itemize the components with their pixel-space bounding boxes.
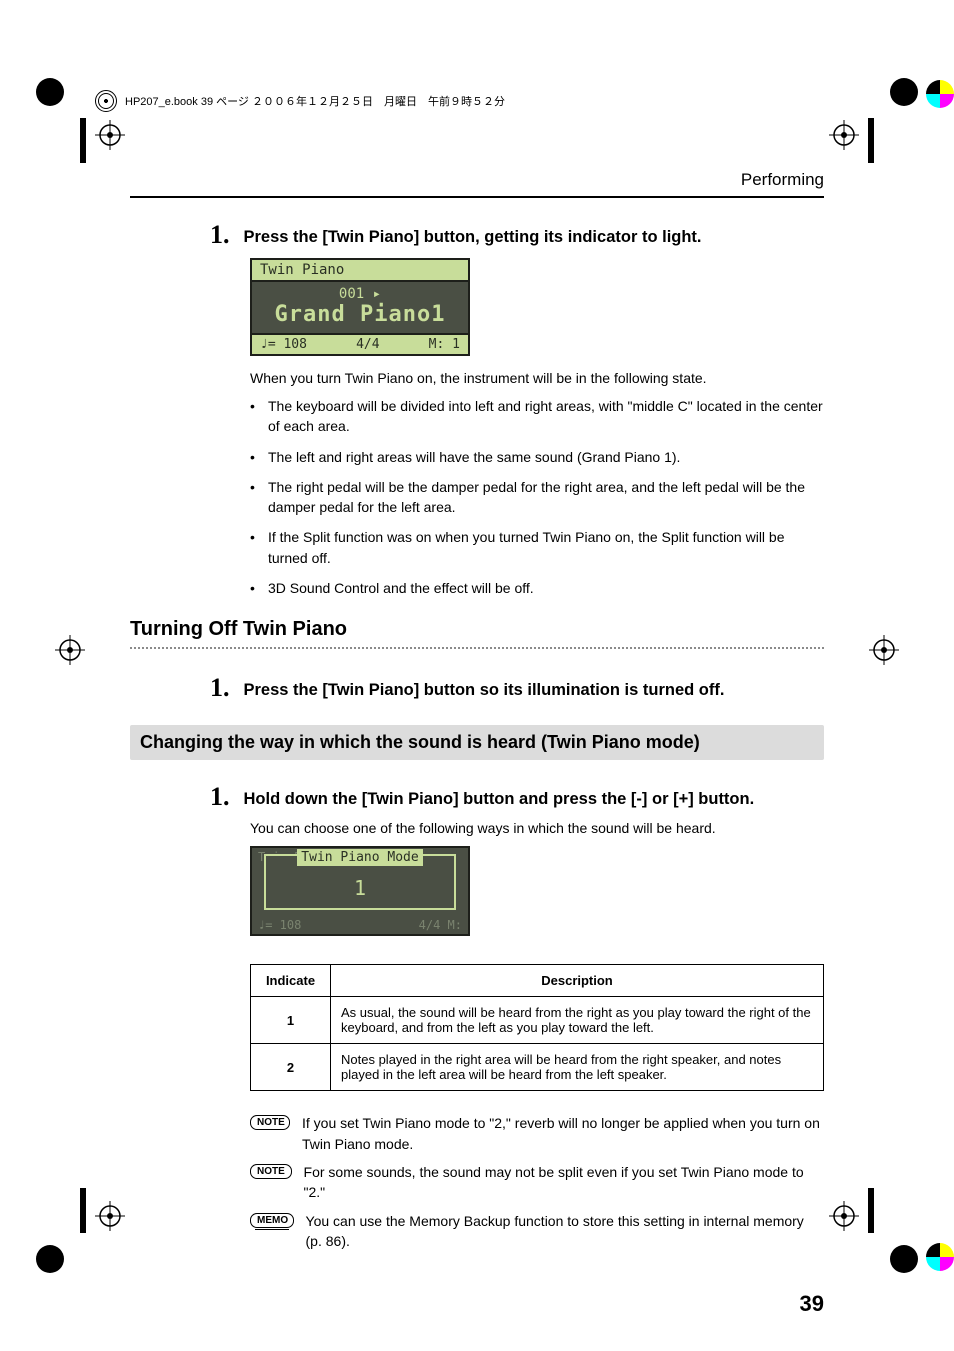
list-item: The right pedal will be the damper pedal… bbox=[250, 477, 824, 518]
table-cell-indicate: 1 bbox=[251, 997, 331, 1044]
trim-bar bbox=[868, 1188, 874, 1233]
lcd-popup-title: Twin Piano Mode bbox=[297, 849, 422, 866]
framemaker-header: HP207_e.book 39 ページ ２００６年１２月２５日 月曜日 午前９時… bbox=[95, 90, 505, 112]
intro-paragraph: When you turn Twin Piano on, the instrum… bbox=[250, 370, 824, 386]
lcd-preset-name: Grand Piano1 bbox=[252, 302, 468, 333]
table-row: 2 Notes played in the right area will be… bbox=[251, 1044, 824, 1091]
lcd-timesig: 4/4 bbox=[356, 337, 379, 352]
rule-top bbox=[130, 196, 824, 198]
registration-mark bbox=[95, 120, 125, 150]
lcd-status-bar: ♩= 108 4/4 M: 1 bbox=[252, 333, 468, 354]
registration-mark bbox=[869, 635, 899, 665]
lcd-preset-no: 001 ▸ bbox=[252, 282, 468, 302]
list-item: If the Split function was on when you tu… bbox=[250, 527, 824, 568]
table-header-description: Description bbox=[331, 965, 824, 997]
table-header-indicate: Indicate bbox=[251, 965, 331, 997]
table-cell-indicate: 2 bbox=[251, 1044, 331, 1091]
crop-mark-tl bbox=[36, 78, 64, 106]
color-mark-tr bbox=[926, 80, 954, 108]
running-head: Performing bbox=[130, 170, 824, 190]
memo-badge: MEMO bbox=[250, 1213, 294, 1228]
crop-mark-br bbox=[890, 1245, 918, 1273]
lcd-measure: M: 1 bbox=[429, 337, 460, 352]
trim-bar bbox=[868, 118, 874, 163]
lcd-title: Twin Piano bbox=[252, 260, 468, 282]
step-title: Press the [Twin Piano] button, getting i… bbox=[244, 222, 702, 248]
crop-mark-bl bbox=[36, 1245, 64, 1273]
step-number: 1 bbox=[210, 784, 230, 810]
registration-mark bbox=[55, 635, 85, 665]
dotted-rule bbox=[130, 647, 824, 649]
table-cell-desc: Notes played in the right area will be h… bbox=[331, 1044, 824, 1091]
step-mode-1: 1 Hold down the [Twin Piano] button and … bbox=[210, 784, 824, 810]
memo-row: MEMO You can use the Memory Backup funct… bbox=[250, 1211, 824, 1252]
step-title: Press the [Twin Piano] button so its ill… bbox=[244, 675, 725, 701]
trim-bar bbox=[80, 118, 86, 163]
mode-table: Indicate Description 1 As usual, the sou… bbox=[250, 964, 824, 1091]
heading-turn-off: Turning Off Twin Piano bbox=[130, 618, 824, 641]
trim-bar bbox=[80, 1188, 86, 1233]
step-number: 1 bbox=[210, 222, 230, 248]
state-bullet-list: The keyboard will be divided into left a… bbox=[250, 396, 824, 598]
step-off-1: 1 Press the [Twin Piano] button so its i… bbox=[210, 675, 824, 701]
list-item: The keyboard will be divided into left a… bbox=[250, 396, 824, 437]
lcd-background-status: ♩= 1084/4 M: bbox=[252, 916, 468, 934]
registration-mark bbox=[829, 1201, 859, 1231]
lcd-popup: Twin Piano Mode 1 bbox=[264, 854, 456, 910]
registration-mark bbox=[829, 120, 859, 150]
memo-text: You can use the Memory Backup function t… bbox=[306, 1211, 824, 1252]
crop-mark-tr-solid bbox=[890, 78, 918, 106]
list-item: 3D Sound Control and the effect will be … bbox=[250, 578, 824, 598]
note-text: If you set Twin Piano mode to "2," rever… bbox=[302, 1113, 824, 1154]
note-row: NOTE For some sounds, the sound may not … bbox=[250, 1162, 824, 1203]
list-item: The left and right areas will have the s… bbox=[250, 447, 824, 467]
lcd-tempo: ♩= 108 bbox=[260, 337, 307, 352]
step-1: 1 Press the [Twin Piano] button, getting… bbox=[210, 222, 824, 248]
heading-twin-piano-mode: Changing the way in which the sound is h… bbox=[130, 725, 824, 760]
header-icon bbox=[95, 90, 117, 112]
registration-mark bbox=[95, 1201, 125, 1231]
step-number: 1 bbox=[210, 675, 230, 701]
lcd-popup-value: 1 bbox=[266, 866, 454, 900]
color-mark-br bbox=[926, 1243, 954, 1271]
table-row: 1 As usual, the sound will be heard from… bbox=[251, 997, 824, 1044]
note-badge: NOTE bbox=[250, 1164, 292, 1179]
mode-subtext: You can choose one of the following ways… bbox=[250, 820, 824, 836]
table-cell-desc: As usual, the sound will be heard from t… bbox=[331, 997, 824, 1044]
lcd-twin-piano-mode: Twin Piano Twin Piano Mode 1 ♩= 1084/4 M… bbox=[250, 846, 470, 936]
note-text: For some sounds, the sound may not be sp… bbox=[304, 1162, 824, 1203]
note-badge: NOTE bbox=[250, 1115, 290, 1130]
header-meta-text: HP207_e.book 39 ページ ２００６年１２月２５日 月曜日 午前９時… bbox=[125, 93, 505, 109]
note-row: NOTE If you set Twin Piano mode to "2," … bbox=[250, 1113, 824, 1154]
step-title: Hold down the [Twin Piano] button and pr… bbox=[244, 784, 755, 810]
page-number: 39 bbox=[800, 1291, 824, 1317]
lcd-twin-piano: Twin Piano 001 ▸ Grand Piano1 ♩= 108 4/4… bbox=[250, 258, 470, 356]
